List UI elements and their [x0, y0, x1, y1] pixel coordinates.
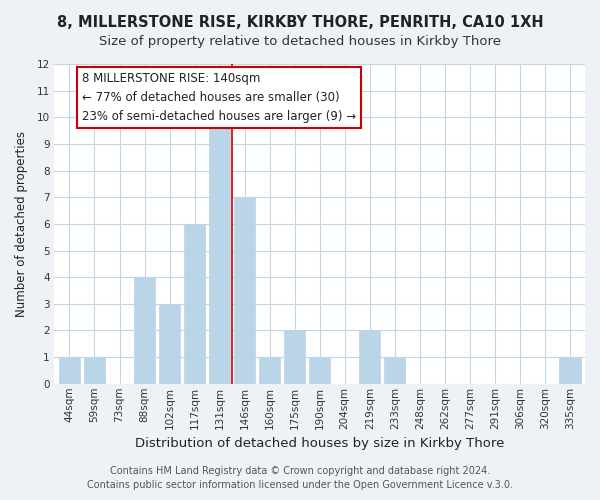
Text: Contains HM Land Registry data © Crown copyright and database right 2024.
Contai: Contains HM Land Registry data © Crown c… — [87, 466, 513, 490]
Bar — [234, 197, 255, 384]
Bar — [309, 357, 331, 384]
Bar — [159, 304, 180, 384]
Bar — [184, 224, 205, 384]
Y-axis label: Number of detached properties: Number of detached properties — [15, 131, 28, 317]
Bar — [284, 330, 305, 384]
X-axis label: Distribution of detached houses by size in Kirkby Thore: Distribution of detached houses by size … — [135, 437, 505, 450]
Text: Size of property relative to detached houses in Kirkby Thore: Size of property relative to detached ho… — [99, 35, 501, 48]
Bar — [84, 357, 105, 384]
Bar — [59, 357, 80, 384]
Bar — [134, 277, 155, 384]
Bar — [259, 357, 280, 384]
Bar — [209, 118, 230, 384]
Bar — [359, 330, 380, 384]
Bar — [559, 357, 581, 384]
Text: 8, MILLERSTONE RISE, KIRKBY THORE, PENRITH, CA10 1XH: 8, MILLERSTONE RISE, KIRKBY THORE, PENRI… — [56, 15, 544, 30]
Bar — [384, 357, 406, 384]
Text: 8 MILLERSTONE RISE: 140sqm
← 77% of detached houses are smaller (30)
23% of semi: 8 MILLERSTONE RISE: 140sqm ← 77% of deta… — [82, 72, 356, 123]
